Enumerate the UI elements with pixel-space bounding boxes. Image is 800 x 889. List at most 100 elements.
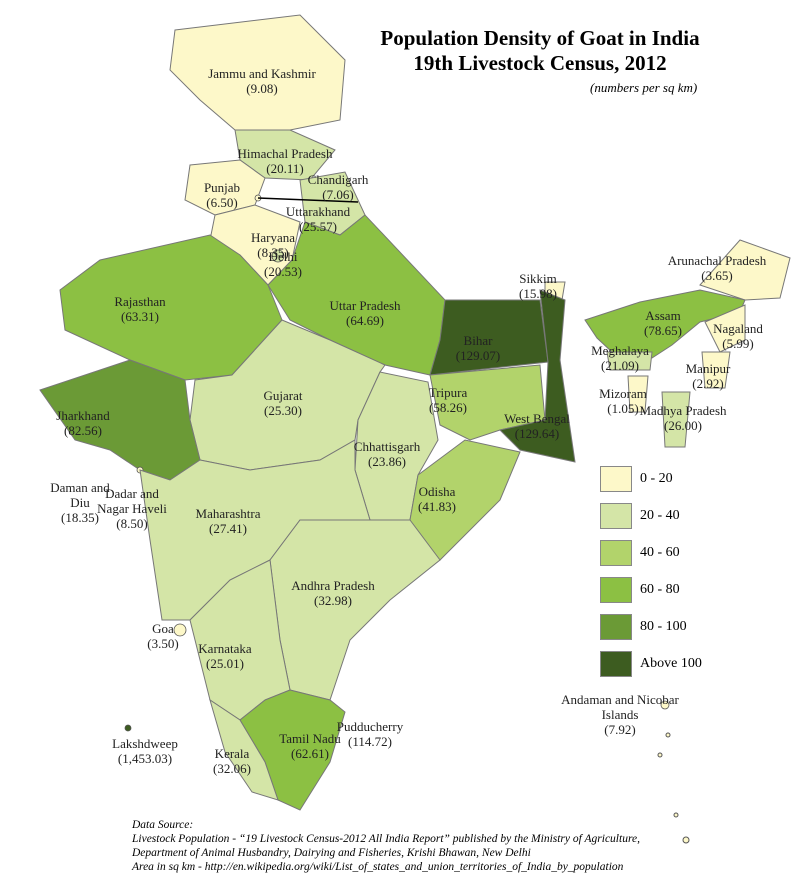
region-label: Kerala (32.06) — [213, 746, 251, 776]
legend-label: 0 - 20 — [640, 470, 673, 486]
region — [584, 289, 746, 359]
region-name: Uttarakhand — [285, 204, 351, 219]
title: Population Density of Goat in India — [380, 26, 700, 50]
region-name: Assam — [645, 308, 681, 323]
region-value: (23.86) — [368, 454, 406, 469]
legend-label: 60 - 80 — [640, 581, 680, 597]
source-line: Department of Animal Husbandry, Dairying… — [132, 847, 531, 859]
region-name: Andhra Pradesh — [291, 578, 375, 593]
region-label: Sikkim (15.98) — [519, 271, 557, 301]
region-label: Assam (78.65) — [644, 308, 682, 338]
region-value: (7.92) — [604, 722, 636, 737]
region-value: (3.50) — [147, 636, 179, 651]
region-value: (32.98) — [314, 593, 352, 608]
region-value: (1.05) — [607, 401, 639, 416]
region-name: Chhattisgarh — [353, 439, 421, 454]
region-label: Bihar (129.07) — [456, 333, 500, 363]
legend-swatch — [600, 650, 632, 677]
legend-item: 20 - 40 — [600, 497, 702, 534]
region-name: Tamil Nadu — [279, 731, 341, 746]
region-name: Andaman and Nicobar Islands — [561, 692, 679, 722]
region-value: (7.06) — [322, 187, 354, 202]
region-name: Pudducherry — [336, 719, 404, 734]
region-value: (5.99) — [722, 336, 754, 351]
region-value: (21.09) — [601, 358, 639, 373]
region-label: Chhattisgarh (23.86) — [354, 439, 420, 469]
region-name: Odisha — [418, 484, 456, 499]
region-name: Karnataka — [198, 641, 252, 656]
region-label: Maharashtra (27.41) — [196, 506, 261, 536]
region-label: Daman and Diu (18.35) — [50, 480, 110, 525]
region-value: (8.50) — [116, 516, 148, 531]
region — [271, 249, 285, 263]
region-value: (114.72) — [348, 734, 392, 749]
region-value: (18.35) — [61, 510, 99, 525]
region-label: Himachal Pradesh (20.11) — [238, 146, 333, 176]
region-label: Nagaland (5.99) — [713, 321, 763, 351]
region-name: Delhi — [268, 249, 298, 264]
region-value: (78.65) — [644, 323, 682, 338]
legend-swatch — [600, 502, 632, 529]
legend-item: 80 - 100 — [600, 608, 702, 645]
region-label: Goa (3.50) — [147, 621, 178, 651]
island — [673, 812, 679, 818]
region-label: Andaman and Nicobar Islands (7.92) — [550, 692, 690, 737]
region-label: Andhra Pradesh (32.98) — [291, 578, 374, 608]
region-name: Kerala — [214, 746, 250, 761]
region-name: Goa — [152, 621, 174, 636]
region-name: Daman and Diu — [50, 480, 110, 510]
region-value: (27.41) — [209, 521, 247, 536]
region-label: Rajasthan (63.31) — [114, 294, 165, 324]
region-label: Mizoram (1.05) — [599, 386, 647, 416]
region-name: West Bengal — [504, 411, 570, 426]
region-name: Bihar — [463, 333, 493, 348]
region-value: (25.01) — [206, 656, 244, 671]
legend-item: 40 - 60 — [600, 534, 702, 571]
region-label: Manipur (2.92) — [686, 361, 731, 391]
region-label: Dadar and Nagar Haveli (8.50) — [92, 486, 172, 531]
region-value: (1,453.03) — [117, 751, 173, 766]
region-label: Haryana (8.35) — [251, 230, 295, 260]
legend-label: Above 100 — [640, 655, 702, 671]
region-label: Uttar Pradesh (64.69) — [329, 298, 400, 328]
legend-label: 20 - 40 — [640, 507, 680, 523]
region-label: Meghalaya (21.09) — [591, 343, 649, 373]
region-name: Himachal Pradesh — [237, 146, 333, 161]
region-value: (32.06) — [213, 761, 251, 776]
subtitle: 19th Livestock Census, 2012 — [413, 51, 667, 75]
island — [665, 732, 671, 738]
region-label: Karnataka (25.01) — [198, 641, 251, 671]
region-value: (20.11) — [266, 161, 304, 176]
legend-item: Above 100 — [600, 645, 702, 682]
region-label: Tamil Nadu (62.61) — [279, 731, 341, 761]
region-value: (3.65) — [701, 268, 733, 283]
legend-item: 60 - 80 — [600, 571, 702, 608]
legend: 0 - 20 20 - 40 40 - 60 60 - 80 80 - 100 Above… — [600, 460, 702, 682]
legend-label: 80 - 100 — [640, 618, 687, 634]
region-value: (25.30) — [264, 403, 302, 418]
region-value: (26.00) — [664, 418, 702, 433]
region-label: Madhya Pradesh (26.00) — [639, 403, 726, 433]
region-value: (9.08) — [246, 81, 278, 96]
region-name: Tripura — [428, 385, 468, 400]
legend-swatch — [600, 576, 632, 603]
units-note: (numbers per sq km) — [590, 80, 698, 95]
region-label: Arunachal Pradesh (3.65) — [668, 253, 767, 283]
region-label: Delhi (20.53) — [264, 249, 302, 279]
region-name: Madhya Pradesh — [639, 403, 727, 418]
region — [660, 700, 670, 710]
region-label: Tripura (58.26) — [429, 385, 468, 415]
region — [269, 519, 441, 701]
region-name: Uttar Pradesh — [329, 298, 401, 313]
source: Data Source: Livestock Population - “19 L… — [132, 818, 640, 874]
region-name: Jammu and Kashmir — [208, 66, 316, 81]
region-name: Punjab — [203, 180, 241, 195]
region-name: Mizoram — [599, 386, 647, 401]
region-label: Uttarakhand (25.57) — [286, 204, 350, 234]
region — [173, 623, 187, 637]
region-name: Chandigarh — [307, 172, 369, 187]
region-name: Jharkhand — [56, 408, 110, 423]
region-value: (63.31) — [121, 309, 159, 324]
